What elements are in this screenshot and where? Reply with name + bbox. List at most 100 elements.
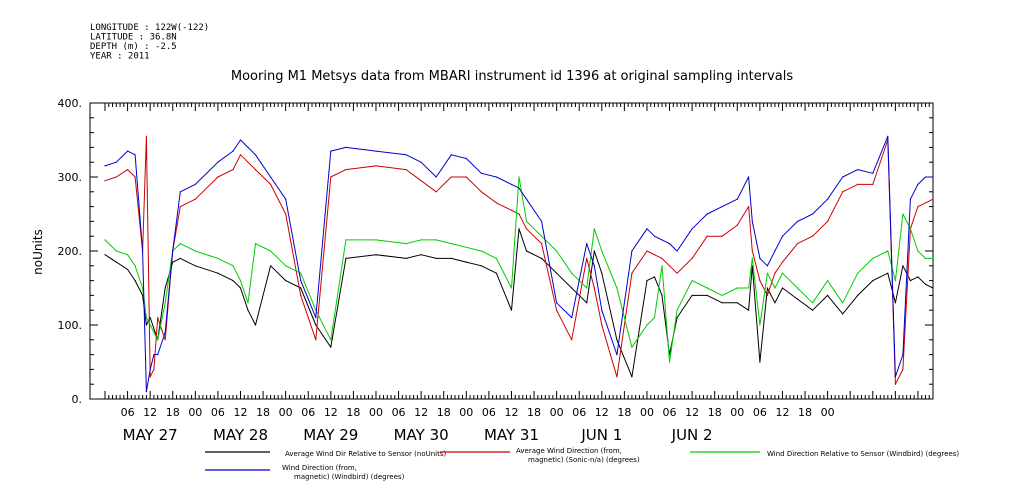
series-1-point (902, 265, 904, 267)
series-2-point (465, 176, 467, 178)
series-4-point (571, 317, 573, 319)
x-day-label: JUN 2 (671, 426, 713, 444)
series-1-point (857, 294, 859, 296)
series-4-point (691, 228, 693, 230)
plot-frame (89, 102, 934, 400)
series-4-point (857, 169, 859, 171)
series-4-point (518, 187, 520, 189)
series-3-point (909, 228, 912, 230)
series-4-point (748, 176, 750, 178)
series-2-point (593, 287, 595, 289)
series-2-point (796, 243, 799, 245)
x-hour-label: 18 (346, 406, 360, 419)
x-day-label: MAY 28 (213, 426, 268, 444)
y-tick-label: 0. (72, 393, 83, 406)
series-1-point (887, 272, 889, 274)
y-tick-label: 400. (58, 97, 83, 110)
series-1-point (525, 250, 528, 252)
series-1-point (827, 294, 829, 296)
series-2-point (164, 339, 166, 341)
series-1-point (706, 294, 708, 296)
y-tick-label: 100. (58, 319, 83, 332)
series-2-point (721, 235, 723, 237)
series-2-point (812, 235, 814, 237)
x-hour-label: 18 (437, 406, 451, 419)
series-3-point (857, 272, 859, 274)
series-2-point (315, 339, 317, 341)
x-hour-label: 18 (708, 406, 722, 419)
series-2-point (247, 161, 249, 163)
x-hour-label: 12 (143, 406, 157, 419)
series-3-point (420, 239, 422, 241)
series-2-point (676, 272, 678, 274)
series-1-point (917, 276, 919, 278)
series-2-point (153, 368, 155, 370)
series-2-point (145, 135, 147, 137)
series-2-point (510, 209, 513, 211)
series-3-point (706, 287, 708, 289)
series-2-point (571, 339, 573, 341)
series-3-point (616, 287, 618, 289)
x-hour-label: 18 (798, 406, 812, 419)
series-3-point (270, 250, 272, 252)
series-3-point (157, 339, 159, 341)
series-4-point (480, 172, 482, 174)
x-hour-label: 18 (617, 406, 631, 419)
x-hour-label: 06 (211, 406, 225, 419)
x-day-label: MAY 27 (123, 426, 178, 444)
series-4-point (127, 150, 129, 152)
x-hour-label: 00 (279, 406, 293, 419)
series-3-point (924, 257, 927, 259)
series-4-point (164, 331, 166, 333)
series-1-point (450, 257, 452, 259)
series-3-point (127, 254, 129, 256)
series-2-point (157, 317, 159, 319)
series-3-point (525, 220, 528, 222)
series-1-point (300, 287, 302, 289)
series-2-point (646, 250, 648, 252)
series-1-point (751, 265, 753, 267)
x-hour-label: 00 (821, 406, 835, 419)
series-2-point (872, 183, 874, 185)
series-3-point (894, 280, 897, 282)
series-2-point (194, 198, 196, 200)
series-4-point (706, 213, 708, 215)
series-1-point (510, 309, 513, 311)
series-2-point (330, 176, 332, 178)
series-2-point (631, 272, 633, 274)
x-hour-label: 06 (663, 406, 677, 419)
series-3-point (631, 346, 633, 348)
series-2-point (857, 183, 859, 185)
series-line-3 (104, 176, 933, 363)
series-2-point (405, 169, 407, 171)
series-1-point (676, 317, 678, 319)
y-axis-label: noUnits (31, 229, 45, 275)
x-hour-label: 18 (166, 406, 180, 419)
series-1-point (104, 254, 106, 256)
series-4-point (812, 213, 814, 215)
series-3-point (495, 257, 497, 259)
series-2-point (270, 183, 272, 185)
series-2-point (149, 376, 151, 378)
series-4-point (525, 198, 528, 200)
series-1-point (872, 280, 874, 282)
series-4-point (172, 250, 174, 252)
series-3-point (145, 317, 147, 319)
series-3-point (736, 287, 738, 289)
x-axis-hour-labels: 06 12 18 00 06 12 18 00 06 12 18 00 06 12 18 00 06 12 18 00… (121, 406, 835, 419)
series-4-point (676, 250, 678, 252)
x-axis-day-labels: MAY 27 MAY 28 MAY 29 MAY 30 MAY 31 JUN 1 JUN 2 (123, 426, 713, 444)
series-3-point (774, 287, 776, 289)
series-4-point (759, 257, 761, 259)
series-2-point (480, 191, 482, 193)
series-4-point (894, 376, 897, 378)
series-1-point (480, 265, 482, 267)
series-4-point (330, 150, 332, 152)
series-4-point (510, 183, 513, 185)
series-4-point (157, 354, 159, 356)
series-2-point (375, 165, 377, 167)
series-1-point (239, 287, 242, 289)
series-1-point (420, 254, 422, 256)
series-3-point (330, 339, 332, 341)
series-1-point (646, 280, 648, 282)
